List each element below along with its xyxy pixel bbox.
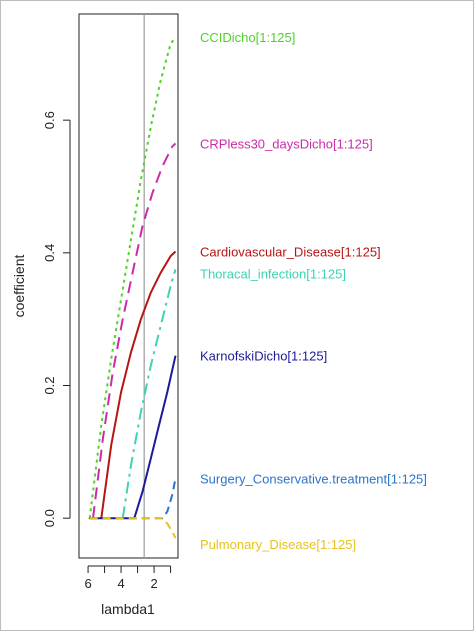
y-tick-label: 0.6: [42, 111, 57, 129]
series-line: [89, 478, 177, 520]
series-line: [121, 269, 177, 519]
x-tick-label: 4: [117, 576, 124, 591]
series-label: Cardiovascular_Disease[1:125]: [200, 245, 381, 260]
series-line: [88, 36, 177, 519]
y-tick-label: 0.0: [42, 509, 57, 527]
y-tick-label: 0.2: [42, 376, 57, 394]
x-tick-label: 2: [150, 576, 157, 591]
series-label: KarnofskiDicho[1:125]: [200, 349, 327, 364]
y-tick-label: 0.4: [42, 244, 57, 262]
series-label: CCIDicho[1:125]: [200, 30, 295, 45]
series-label: Thoracal_infection[1:125]: [200, 266, 346, 281]
x-tick-label: 6: [84, 576, 91, 591]
series-line: [92, 142, 177, 519]
plot-area-border: [78, 13, 179, 559]
series-label: Pulmonary_Disease[1:125]: [200, 537, 356, 552]
y-axis-title: coefficient: [11, 254, 27, 317]
series-label: CRPless30_daysDicho[1:125]: [200, 136, 373, 151]
series-line: [100, 250, 177, 519]
series-label: Surgery_Conservative.treatment[1:125]: [200, 471, 427, 486]
series-line: [89, 517, 177, 539]
x-axis-title: lambda1: [101, 601, 155, 617]
